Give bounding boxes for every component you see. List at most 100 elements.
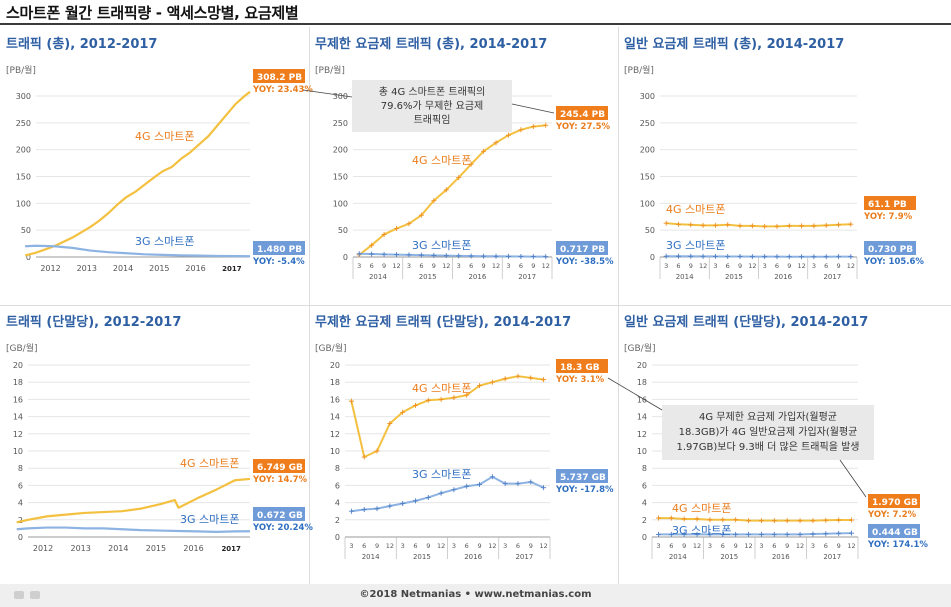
data-point-4g	[369, 242, 375, 248]
y-tick-label: 20	[637, 361, 647, 370]
data-point-4g	[406, 221, 412, 227]
y-tick-label: 0	[642, 533, 647, 542]
x-tick-label: 2013	[70, 544, 90, 553]
chart-title: 트래픽 (단말당), 2012-2017	[6, 314, 181, 330]
x-month-tick: 12	[847, 542, 855, 550]
y-tick-label: 8	[642, 464, 647, 473]
y-tick-label: 18	[330, 378, 340, 387]
x-month-tick: 6	[413, 542, 417, 550]
y-tick-label: 4	[18, 499, 23, 508]
y-tick-label: 50	[338, 226, 348, 235]
data-point-3g	[456, 253, 462, 259]
data-point-4g	[836, 222, 842, 228]
x-month-tick: 3	[349, 542, 353, 550]
y-axis-unit: [PB/월]	[6, 64, 36, 76]
data-point-3g	[823, 254, 829, 260]
data-point-3g	[737, 254, 743, 260]
data-point-3g	[489, 474, 495, 480]
x-month-tick: 9	[738, 262, 742, 270]
x-tick-label: 2017	[221, 545, 241, 553]
x-month-tick: 6	[669, 542, 673, 550]
data-point-4g	[762, 223, 768, 229]
x-month-tick: 6	[370, 262, 374, 270]
end-value-box-3g	[253, 507, 305, 521]
yoy-label-3g: YOY: 105.6%	[863, 257, 924, 267]
data-point-4g	[811, 223, 817, 229]
y-tick-label: 18	[13, 378, 23, 387]
data-point-4g	[694, 516, 700, 522]
data-point-4g	[400, 409, 406, 415]
x-month-tick: 9	[787, 262, 791, 270]
end-value-label-3g: 0.730 PB	[868, 245, 913, 255]
data-point-4g	[348, 398, 354, 404]
data-point-3g	[381, 251, 387, 257]
data-point-3g	[836, 254, 842, 260]
series-line-4g	[358, 124, 546, 256]
annotation-box	[662, 405, 874, 460]
data-point-3g	[394, 252, 400, 258]
x-month-tick: 12	[392, 262, 400, 270]
x-year-label: 2017	[518, 273, 536, 281]
data-point-4g	[394, 226, 400, 232]
data-point-3g	[374, 506, 380, 512]
x-month-tick: 3	[759, 542, 763, 550]
data-point-3g	[348, 508, 354, 514]
y-tick-label: 16	[13, 395, 23, 404]
x-month-tick: 12	[744, 542, 752, 550]
data-point-4g	[361, 454, 367, 460]
y-tick-label: 16	[330, 395, 340, 404]
x-month-tick: 3	[664, 262, 668, 270]
data-point-3g	[481, 253, 487, 259]
chart-grid: 트래픽 (총), 2012-2017[PB/월]0501001502002503…	[6, 36, 928, 561]
page-icon	[14, 591, 24, 599]
x-month-tick: 9	[482, 262, 486, 270]
y-tick-label: 6	[642, 481, 647, 490]
x-year-label: 2015	[725, 273, 743, 281]
y-tick-label: 4	[335, 499, 340, 508]
x-month-tick: 9	[734, 542, 738, 550]
data-point-3g	[356, 251, 362, 257]
series-line-3g	[351, 475, 545, 513]
x-month-tick: 6	[726, 262, 730, 270]
series-line-4g	[350, 375, 544, 459]
data-point-3g	[668, 531, 674, 537]
data-point-3g	[663, 253, 669, 259]
data-point-3g	[733, 531, 739, 537]
x-month-tick: 12	[796, 542, 804, 550]
y-tick-label: 300	[640, 92, 655, 101]
data-point-4g	[381, 231, 387, 237]
data-point-4g	[799, 223, 805, 229]
x-month-tick: 9	[382, 262, 386, 270]
data-point-3g	[400, 500, 406, 506]
x-month-tick: 6	[465, 542, 469, 550]
y-axis-unit: [PB/월]	[624, 64, 654, 76]
y-tick-label: 200	[640, 146, 655, 155]
data-point-3g	[431, 252, 437, 258]
data-point-4g	[733, 517, 739, 523]
end-value-label-3g: 5.737 GB	[560, 473, 606, 483]
y-tick-label: 12	[330, 430, 340, 439]
x-month-tick: 12	[442, 262, 450, 270]
x-month-tick: 9	[529, 542, 533, 550]
series-line-3g	[666, 255, 851, 258]
annotation-text: 트래픽임	[414, 113, 451, 126]
x-month-tick: 3	[656, 542, 660, 550]
data-point-3g	[451, 487, 457, 493]
data-point-3g	[468, 253, 474, 259]
data-point-4g	[675, 221, 681, 227]
y-tick-label: 100	[16, 199, 31, 208]
data-point-3g	[746, 531, 752, 537]
x-year-label: 2014	[669, 553, 687, 561]
data-point-3g	[762, 254, 768, 260]
data-point-3g	[502, 481, 508, 487]
y-tick-label: 150	[333, 173, 348, 182]
data-point-3g	[493, 253, 499, 259]
chart-title: 일반 요금제 트래픽 (총), 2014-2017	[624, 36, 844, 52]
y-axis-unit: [GB/월]	[6, 342, 37, 354]
data-point-3g	[688, 253, 694, 259]
end-value-label-4g: 61.1 PB	[868, 200, 907, 210]
series-line-4g	[24, 90, 251, 257]
x-month-tick: 12	[748, 262, 756, 270]
end-value-box-3g	[868, 524, 920, 538]
yoy-label-3g: YOY: 174.1%	[867, 540, 928, 550]
